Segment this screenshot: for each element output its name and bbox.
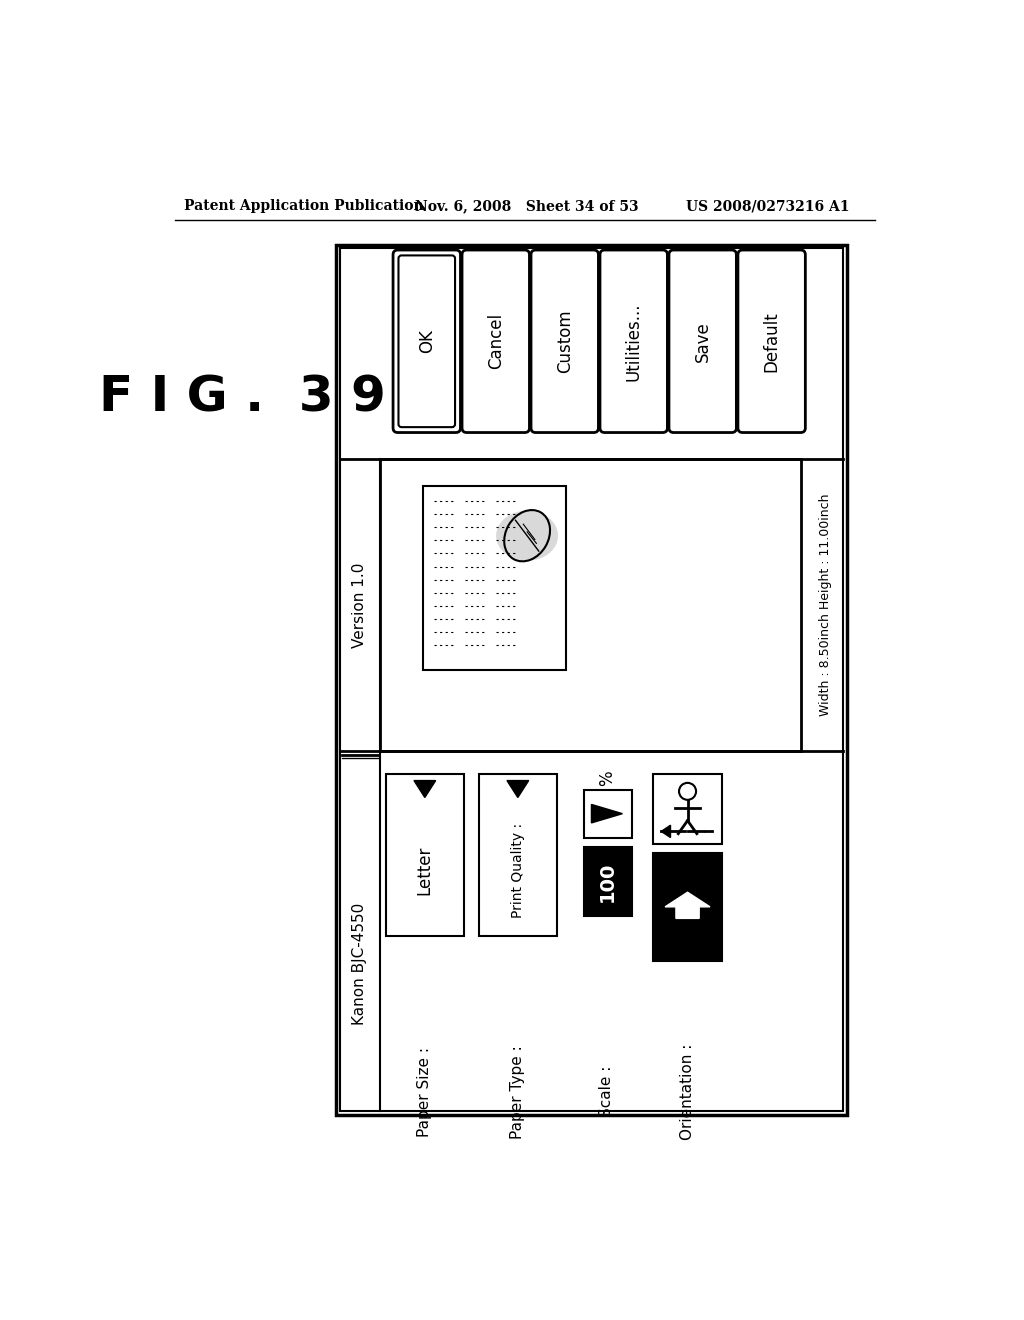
Text: Width : 8.50inch Height : 11.00inch: Width : 8.50inch Height : 11.00inch [819,494,831,717]
FancyBboxPatch shape [462,249,529,433]
Bar [584,847,632,916]
Bar [340,248,844,1111]
Text: Version 1.0: Version 1.0 [352,562,368,648]
Text: Default: Default [763,312,780,372]
FancyBboxPatch shape [398,256,455,428]
Text: Print Quality :: Print Quality : [511,824,525,919]
Bar [336,244,847,1114]
Bar [584,789,632,838]
FancyBboxPatch shape [600,249,668,433]
Polygon shape [662,825,671,837]
Polygon shape [414,780,435,797]
Bar [653,853,722,961]
Text: Letter: Letter [416,846,434,895]
Text: Paper Type :: Paper Type : [510,1044,525,1139]
Bar [479,775,557,936]
Text: %: % [598,771,616,787]
Text: Save: Save [693,321,712,362]
Text: Custom: Custom [556,309,573,374]
Polygon shape [507,780,528,797]
Text: US 2008/0273216 A1: US 2008/0273216 A1 [686,199,850,213]
Text: Kanon BJC-4550: Kanon BJC-4550 [352,903,368,1024]
Circle shape [679,783,696,800]
Text: Patent Application Publication: Patent Application Publication [183,199,424,213]
Polygon shape [665,892,710,919]
Bar [423,486,566,671]
Text: 100: 100 [598,861,617,902]
Text: Paper Size :: Paper Size : [418,1047,432,1137]
FancyBboxPatch shape [531,249,598,433]
Text: Scale :: Scale : [599,1067,614,1117]
Bar [380,459,801,751]
Ellipse shape [496,511,558,561]
Text: Nov. 6, 2008   Sheet 34 of 53: Nov. 6, 2008 Sheet 34 of 53 [415,199,638,213]
Text: OK: OK [418,329,436,354]
Polygon shape [592,804,623,822]
FancyBboxPatch shape [669,249,736,433]
Bar [386,775,464,936]
Text: Orientation :: Orientation : [680,1043,695,1140]
Bar [653,775,722,843]
FancyBboxPatch shape [738,249,805,433]
FancyBboxPatch shape [393,249,461,433]
Text: F I G .  3 9: F I G . 3 9 [99,374,386,421]
Text: Cancel: Cancel [486,313,505,370]
Text: Utilities...: Utilities... [625,302,643,380]
